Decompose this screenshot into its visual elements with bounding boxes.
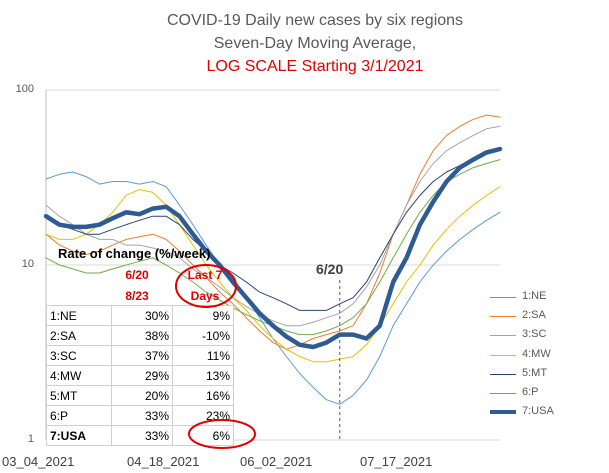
table-row: 6:P 33% 23% <box>46 405 234 426</box>
legend-label: 1:NE <box>522 290 547 302</box>
since-cell: 38% <box>111 325 173 346</box>
col-header-since: 8/23 <box>125 289 149 303</box>
col-header-since: 6/20 <box>125 268 149 282</box>
rate-table-title: Rate of change (%/week) <box>58 246 211 261</box>
region-cell: 3:SC <box>46 345 112 366</box>
since-cell: 33% <box>111 405 173 426</box>
region-cell: 2:SA <box>46 325 112 346</box>
legend-item: 2:SA <box>490 309 546 325</box>
table-row: 3:SC 37% 11% <box>46 345 234 366</box>
x-tick-label: 06_02_2021 <box>240 454 313 469</box>
x-tick-label: 03_04_2021 <box>2 454 75 469</box>
series-lines <box>43 114 503 405</box>
region-cell: 7:USA <box>46 425 112 446</box>
last7-cell: 9% <box>172 305 234 326</box>
table-row: 4:MW 29% 13% <box>46 365 234 386</box>
table-row: 1:NE 30% 9% <box>46 305 234 326</box>
region-cell: 5:MT <box>46 385 112 406</box>
series-line-4-mw <box>45 186 501 363</box>
legend-swatch <box>490 297 516 298</box>
last7-cell: 6% <box>172 425 234 446</box>
legend-label: 4:MW <box>522 347 551 360</box>
chart-subtitle-log-scale: LOG SCALE Starting 3/1/2021 <box>206 58 424 75</box>
since-cell: 29% <box>111 365 173 386</box>
table-row: 7:USA 33% 6% <box>46 425 234 446</box>
table-row: 5:MT 20% 16% <box>46 385 234 406</box>
legend-label: 6:P <box>522 386 539 398</box>
chart-title: COVID-19 Daily new cases by six regions <box>166 12 464 29</box>
legend-swatch <box>490 316 516 318</box>
legend-swatch <box>490 410 516 415</box>
y-tick-label: 10 <box>21 258 34 270</box>
legend-item: 4:MW <box>490 347 551 364</box>
legend-item: 6:P <box>490 386 539 402</box>
series-line-5-mt <box>45 150 501 311</box>
last7-cell: 11% <box>172 345 234 366</box>
legend-label: 7:USA <box>522 405 554 418</box>
x-tick-label: 07_17_2021 <box>360 454 433 469</box>
region-cell: 6:P <box>46 405 112 426</box>
since-cell: 37% <box>111 345 173 366</box>
region-cell: 1:NE <box>46 305 112 326</box>
series-line-2-sa <box>45 114 501 350</box>
legend-item: 1:NE <box>490 290 547 306</box>
col-header-last7: Last 7 <box>187 268 223 282</box>
legend-swatch <box>490 335 516 337</box>
last7-cell: 23% <box>172 405 234 426</box>
col-header-last7: Days <box>190 289 220 303</box>
legend-label: 3:SC <box>522 328 547 341</box>
legend-item: 7:USA <box>490 405 554 421</box>
legend-swatch <box>490 393 516 394</box>
legend-swatch <box>490 354 516 356</box>
chart-subtitle: Seven-Day Moving Average, <box>213 35 417 52</box>
series-line-7-usa <box>43 146 503 350</box>
y-tick-label: 100 <box>15 83 34 95</box>
legend-label: 2:SA <box>522 309 546 322</box>
table-row: 2:SA 38% -10% <box>46 325 234 346</box>
since-cell: 20% <box>111 385 173 406</box>
y-tick-label: 1 <box>27 433 34 445</box>
annotation-label: 6/20 <box>316 261 344 277</box>
since-cell: 33% <box>111 425 173 446</box>
last7-cell: 16% <box>172 385 234 406</box>
x-tick-label: 04_18_2021 <box>127 454 200 469</box>
last7-cell: -10% <box>172 325 234 346</box>
legend-item: 3:SC <box>490 328 547 344</box>
last7-cell: 13% <box>172 365 234 386</box>
legend-item: 5:MT <box>490 366 548 383</box>
rate-table: 1:NE 30% 9% 2:SA 38% -10% 3:SC 37% 11% 4:MW 29% 13%… <box>46 305 234 446</box>
series-line-3-sc <box>45 125 501 327</box>
legend-label: 5:MT <box>522 366 548 379</box>
since-cell: 30% <box>111 305 173 326</box>
region-cell: 4:MW <box>46 365 112 386</box>
legend-swatch <box>490 373 516 375</box>
